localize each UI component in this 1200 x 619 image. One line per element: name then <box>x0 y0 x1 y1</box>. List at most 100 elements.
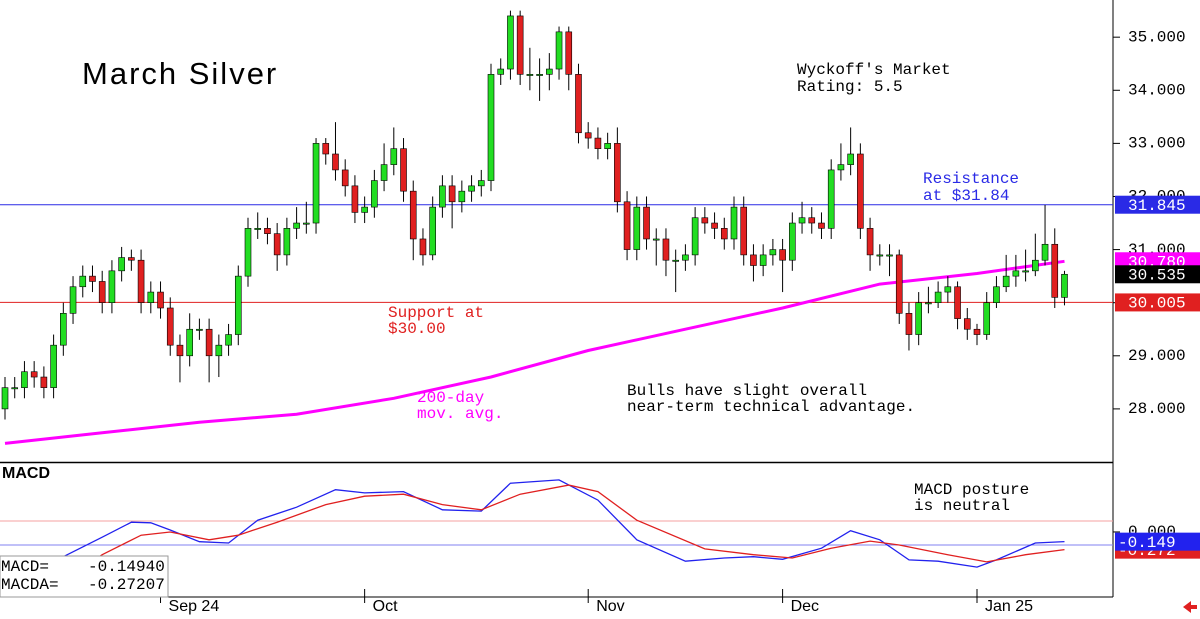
price-label: 31.845 <box>1128 197 1186 215</box>
candle-body <box>993 286 1000 303</box>
candle-body <box>128 257 135 261</box>
readout-name: MACDA= <box>1 576 59 594</box>
candle-body <box>79 275 87 288</box>
candle-body <box>439 185 446 208</box>
y-tick-label: 35.000 <box>1128 28 1186 46</box>
candle-body <box>312 143 320 224</box>
candle-body <box>390 148 398 165</box>
candle-body <box>866 228 874 256</box>
candle-body <box>21 371 28 388</box>
candle-body <box>69 286 77 314</box>
candle-body <box>623 201 631 250</box>
candle-body <box>594 137 602 149</box>
candle-body <box>215 344 223 357</box>
candle-body <box>837 164 845 171</box>
candle-body <box>507 15 514 70</box>
candle-body <box>526 74 534 76</box>
macd-line <box>63 479 1065 568</box>
candle-body <box>672 259 679 262</box>
x-tick-label: Oct <box>373 598 398 615</box>
candle-body <box>1002 275 1010 288</box>
candle-body <box>11 387 19 390</box>
candle-body <box>555 31 563 70</box>
scroll-arrow-icon[interactable] <box>1183 601 1197 613</box>
annotation: $30.00 <box>388 320 446 338</box>
candle-body <box>925 302 932 305</box>
candle-body <box>293 222 300 229</box>
annotation: Bulls have slight overall <box>627 382 867 400</box>
annotation: Wyckoff's Market <box>797 61 951 79</box>
candle-body <box>808 217 816 224</box>
candle-body <box>963 318 971 330</box>
candle-body <box>720 228 728 240</box>
candle-body <box>303 222 310 225</box>
candle-body <box>730 206 738 240</box>
candle-body <box>701 217 709 224</box>
candle-body <box>769 249 777 256</box>
annotation: 200-day <box>417 389 485 407</box>
candle-body <box>682 254 689 261</box>
candle-body <box>516 15 524 75</box>
candle-body <box>108 270 116 303</box>
candle-body <box>137 259 145 303</box>
candle-body <box>196 328 203 331</box>
annotation: MACD posture <box>914 481 1029 499</box>
candle-body <box>1041 243 1049 261</box>
candle-body <box>584 132 592 139</box>
candle-body <box>400 148 407 192</box>
candle-body <box>487 74 495 181</box>
candle-body <box>322 143 330 155</box>
candle-body <box>205 328 213 357</box>
candle-body <box>419 238 427 256</box>
candle-body <box>380 164 388 181</box>
candle-body <box>50 344 57 388</box>
candle-body <box>264 228 271 234</box>
candle-body <box>827 169 835 229</box>
y-tick-label: 29.000 <box>1128 347 1186 365</box>
candle-body <box>254 228 262 230</box>
candle-body <box>89 275 96 282</box>
candle-body <box>1061 273 1068 298</box>
candle-body <box>750 254 757 266</box>
candle-body <box>876 254 884 257</box>
candle-body <box>614 143 621 203</box>
candle-body <box>546 68 553 75</box>
candle-body <box>448 185 456 203</box>
candle-body <box>98 281 106 303</box>
price-label-box <box>1115 195 1200 214</box>
candle-body <box>633 206 641 250</box>
candle-body <box>186 328 193 357</box>
readout-name: MACD= <box>1 558 49 576</box>
candle-body <box>40 376 48 388</box>
macd-label-box <box>1115 532 1200 551</box>
candle-body <box>905 313 913 335</box>
candle-body <box>283 228 291 256</box>
candle-body <box>429 206 436 256</box>
candle-body <box>361 206 368 213</box>
annotation: near-term technical advantage. <box>627 398 915 416</box>
candle-body <box>662 238 670 261</box>
x-tick-label: Nov <box>596 598 624 615</box>
price-label: 30.535 <box>1128 266 1186 284</box>
candle-body <box>779 249 786 261</box>
candle-body <box>740 206 748 256</box>
readout-value: -0.27207 <box>88 576 165 594</box>
candle-body <box>157 291 164 309</box>
y-tick-label: 28.000 <box>1128 400 1186 418</box>
candle-body <box>798 217 806 224</box>
candle-body <box>759 254 767 266</box>
candle-body <box>1022 270 1029 273</box>
candle-body <box>857 153 864 229</box>
candle-body <box>691 217 699 256</box>
y-tick-label: 33.000 <box>1128 135 1186 153</box>
candle-body <box>604 143 611 149</box>
y-tick-label: 34.000 <box>1128 81 1186 99</box>
candle-body <box>711 222 718 229</box>
candle-body <box>477 180 485 187</box>
candle-body <box>1012 270 1020 277</box>
annotation: Support at <box>388 304 484 322</box>
candle-body <box>341 169 349 187</box>
candle-body <box>818 222 825 229</box>
